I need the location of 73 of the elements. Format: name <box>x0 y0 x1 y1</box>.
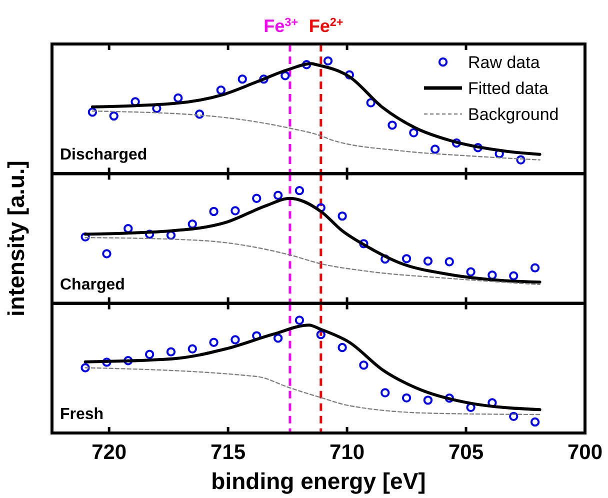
point <box>423 396 433 405</box>
point <box>174 93 183 103</box>
point <box>338 211 347 221</box>
point <box>509 271 518 280</box>
x-tick-label: 715 <box>210 441 246 464</box>
point <box>402 254 412 264</box>
legend-label: Raw data <box>468 53 540 72</box>
point <box>166 230 176 240</box>
text: Charged <box>60 276 125 294</box>
point <box>402 393 412 403</box>
ref-line-label: Fe$^{3+}$ <box>264 16 298 36</box>
point <box>188 344 197 354</box>
point <box>273 190 283 200</box>
point <box>466 267 476 276</box>
point <box>423 256 433 266</box>
point <box>80 363 90 372</box>
point <box>273 334 283 343</box>
point <box>409 128 418 138</box>
x-tick-label: 705 <box>448 441 484 464</box>
point <box>530 263 540 272</box>
point <box>124 356 133 366</box>
point <box>444 394 454 403</box>
point <box>466 402 476 412</box>
point <box>209 206 218 216</box>
point <box>209 338 218 347</box>
point <box>102 358 112 367</box>
point <box>380 254 390 264</box>
point <box>188 219 197 229</box>
point <box>452 138 462 148</box>
x-tick-label: 700 <box>567 441 603 464</box>
point <box>302 60 312 70</box>
point <box>294 186 304 196</box>
point <box>166 347 176 356</box>
point <box>230 206 240 216</box>
point <box>109 111 118 121</box>
point <box>238 74 247 84</box>
x-axis-title: binding energy [eV] <box>211 468 426 494</box>
point <box>230 335 240 344</box>
legend-label: Fitted data <box>468 79 549 98</box>
point <box>80 232 90 242</box>
point <box>516 155 526 165</box>
point <box>323 56 333 66</box>
point <box>144 230 154 239</box>
point <box>359 360 368 370</box>
point <box>194 110 204 119</box>
point <box>380 388 390 398</box>
point <box>280 71 290 80</box>
point <box>359 239 368 248</box>
x-tick-label: 710 <box>330 441 365 464</box>
point <box>430 144 440 154</box>
x-tick-label: 720 <box>92 441 127 464</box>
point <box>316 330 326 340</box>
point <box>444 257 454 266</box>
legend-label: Background <box>468 105 559 124</box>
text: Fresh <box>60 406 104 423</box>
point <box>216 86 226 95</box>
point <box>338 342 347 352</box>
point <box>252 194 262 203</box>
point <box>124 224 133 234</box>
point <box>344 70 354 80</box>
y-axis-title: intensity [a.u.] <box>3 160 29 316</box>
point <box>530 417 540 427</box>
point <box>88 108 98 117</box>
point <box>473 143 483 152</box>
point <box>259 74 268 84</box>
point <box>294 316 304 325</box>
point <box>102 249 112 258</box>
ref-line-label: Fe$^{2+}$ <box>308 16 344 36</box>
point <box>388 120 397 130</box>
point <box>509 412 518 422</box>
point <box>366 98 376 108</box>
point <box>144 350 154 360</box>
text: Discharged <box>60 146 148 164</box>
